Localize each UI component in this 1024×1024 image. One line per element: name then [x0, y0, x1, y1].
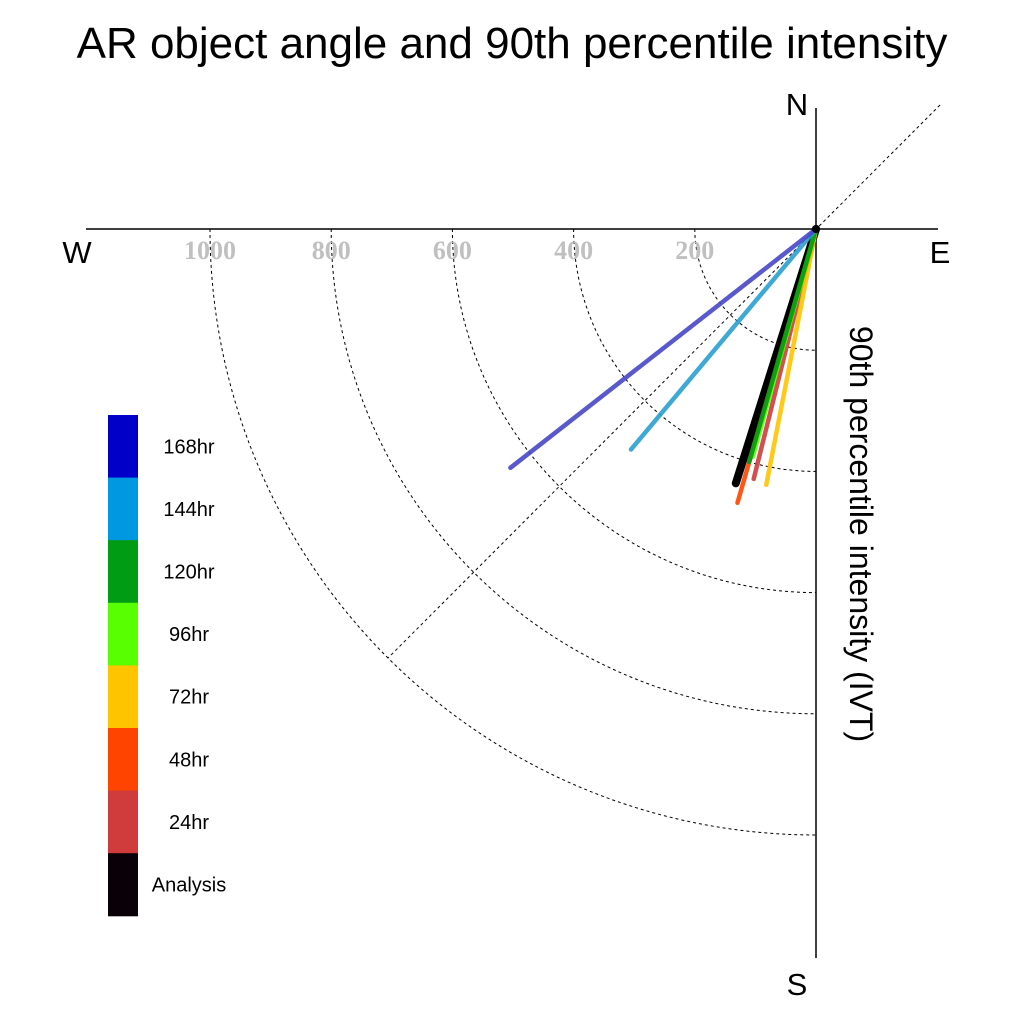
vector-144hr — [628, 226, 819, 452]
legend-label: 48hr — [169, 749, 209, 771]
tick-label: 1000 — [184, 236, 236, 265]
legend-swatch — [108, 477, 138, 541]
radial-tick-labels: 200 400 600 800 1000 — [184, 236, 714, 265]
legend-swatch — [108, 853, 138, 917]
tick-label: 800 — [312, 236, 351, 265]
legend-label: 24hr — [169, 812, 209, 834]
tick-label: 600 — [433, 236, 472, 265]
origin-marker — [812, 225, 820, 233]
chart-title: AR object angle and 90th percentile inte… — [77, 19, 948, 68]
legend-swatch — [108, 790, 138, 854]
legend-swatch — [108, 665, 138, 729]
legend: 168hr 144hr 120hr 96hr 72hr 48hr 24hr Analysis — [108, 415, 226, 917]
legend-label: 96hr — [169, 624, 209, 646]
grid-arc — [451, 228, 817, 594]
grid — [209, 228, 817, 836]
legend-swatch — [108, 415, 138, 479]
legend-label: 72hr — [169, 687, 209, 709]
legend-label: 144hr — [163, 499, 214, 521]
legend-label: Analysis — [152, 875, 226, 897]
diagonal-guide — [387, 104, 941, 659]
compass-west: W — [62, 235, 92, 270]
tick-label: 200 — [675, 236, 714, 265]
grid-arc — [209, 228, 817, 836]
grid-arc — [330, 228, 817, 715]
vector-lines — [508, 225, 820, 506]
radial-axis-label: 90th percentile intensity (IVT) — [843, 326, 879, 742]
grid-arc — [694, 228, 817, 351]
legend-label: 120hr — [163, 562, 214, 584]
legend-swatch — [108, 540, 138, 604]
compass-south: S — [787, 967, 808, 1002]
compass-east: E — [930, 235, 951, 270]
axes — [86, 104, 941, 958]
legend-label: 168hr — [163, 436, 214, 458]
legend-swatch — [108, 602, 138, 666]
vector-72hr — [764, 226, 819, 488]
tick-label: 400 — [554, 236, 593, 265]
compass-north: N — [786, 87, 808, 122]
vector-120hr — [746, 226, 819, 465]
grid-arc — [573, 228, 817, 472]
vector-168hr — [508, 226, 819, 471]
legend-swatch — [108, 728, 138, 792]
